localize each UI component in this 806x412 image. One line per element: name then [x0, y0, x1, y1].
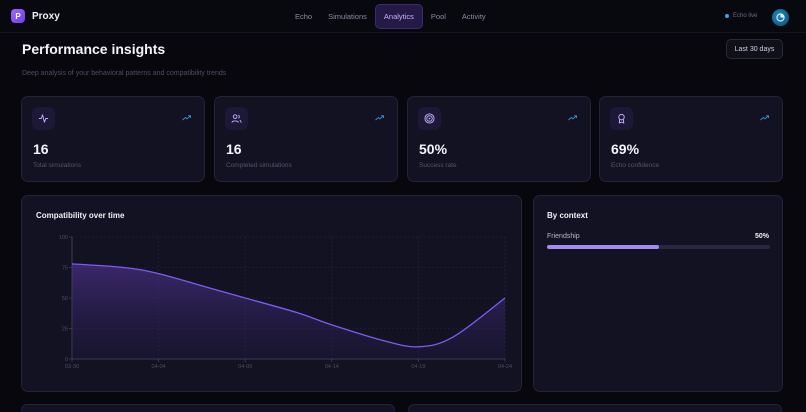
context-item-label: Friendship: [547, 233, 580, 240]
echo-status: Echo live: [725, 13, 757, 19]
series-line: [71, 263, 506, 348]
y-tick-label: 75: [62, 266, 68, 272]
stat-label: Success rate: [419, 162, 457, 169]
tab-echo[interactable]: Echo: [295, 12, 313, 21]
users-icon: [225, 107, 248, 130]
x-tick-label: 04-04: [152, 364, 166, 370]
brand[interactable]: P Proxy: [11, 9, 60, 23]
app-name: Proxy: [32, 10, 60, 22]
y-tick-label: 100: [59, 235, 68, 241]
avatar[interactable]: [772, 9, 789, 26]
compatibility-title: Compatibility over time: [36, 211, 125, 220]
x-tick-label: 04-09: [238, 364, 252, 370]
trending-up-icon: [182, 108, 191, 126]
page-title: Performance insights: [22, 41, 166, 57]
stat-card-completed: 16 Completed simulations: [214, 96, 398, 182]
main-nav: Echo Simulations Analytics Pool Activity: [287, 4, 494, 29]
stat-card-total: 16 Total simulations: [21, 96, 205, 182]
trending-up-icon: [375, 108, 384, 126]
trending-up-icon: [568, 108, 577, 126]
stat-value: 69%: [611, 141, 640, 157]
tab-simulations[interactable]: Simulations: [328, 12, 367, 21]
stat-value: 50%: [419, 141, 448, 157]
series-area: [72, 263, 505, 359]
logo-icon: P: [11, 9, 25, 23]
x-tick-label: 03-30: [65, 364, 79, 370]
x-tick-label: 04-24: [498, 364, 512, 370]
stat-label: Total simulations: [33, 162, 82, 169]
context-panel: By context Friendship 50%: [533, 195, 783, 392]
tab-analytics[interactable]: Analytics: [374, 4, 423, 29]
stat-card-confidence: 69% Echo confidence: [599, 96, 783, 182]
bottom-card-left: [21, 404, 395, 412]
target-icon: [418, 107, 441, 130]
y-tick-label: 0: [65, 357, 68, 363]
stat-value: 16: [33, 141, 49, 157]
top-bar: P Proxy Echo Simulations Analytics Pool …: [0, 0, 806, 33]
award-icon: [610, 107, 633, 130]
bottom-card-right: [408, 404, 782, 412]
y-tick-label: 50: [62, 296, 68, 302]
date-range-button[interactable]: Last 30 days: [726, 39, 783, 59]
tab-pool[interactable]: Pool: [430, 12, 446, 21]
page-subtitle: Deep analysis of your behavioral pattern…: [22, 70, 227, 77]
context-title: By context: [547, 211, 588, 220]
context-progress-track: [547, 245, 770, 249]
status-text: Echo live: [733, 13, 758, 19]
context-progress-fill: [547, 245, 659, 249]
context-item-value: 50%: [754, 233, 769, 240]
tab-activity[interactable]: Activity: [461, 12, 486, 21]
trending-up-icon: [760, 108, 769, 126]
x-tick-label: 04-19: [411, 364, 425, 370]
activity-icon: [32, 107, 55, 130]
stat-label: Echo confidence: [611, 162, 660, 169]
avatar-icon: [776, 13, 785, 22]
compatibility-panel: Compatibility over time 0 25 50 75 100 03-30 0…: [21, 195, 522, 392]
stat-card-success: 50% Success rate: [407, 96, 591, 182]
y-tick-label: 25: [62, 327, 68, 333]
stat-value: 16: [226, 141, 242, 157]
compatibility-chart: 0 25 50 75 100 03-30 04-04 04-09 04-14 04-19 04-24: [59, 235, 512, 370]
x-tick-label: 04-14: [325, 364, 339, 370]
status-dot-icon: [725, 14, 729, 18]
stat-label: Completed simulations: [226, 162, 292, 169]
